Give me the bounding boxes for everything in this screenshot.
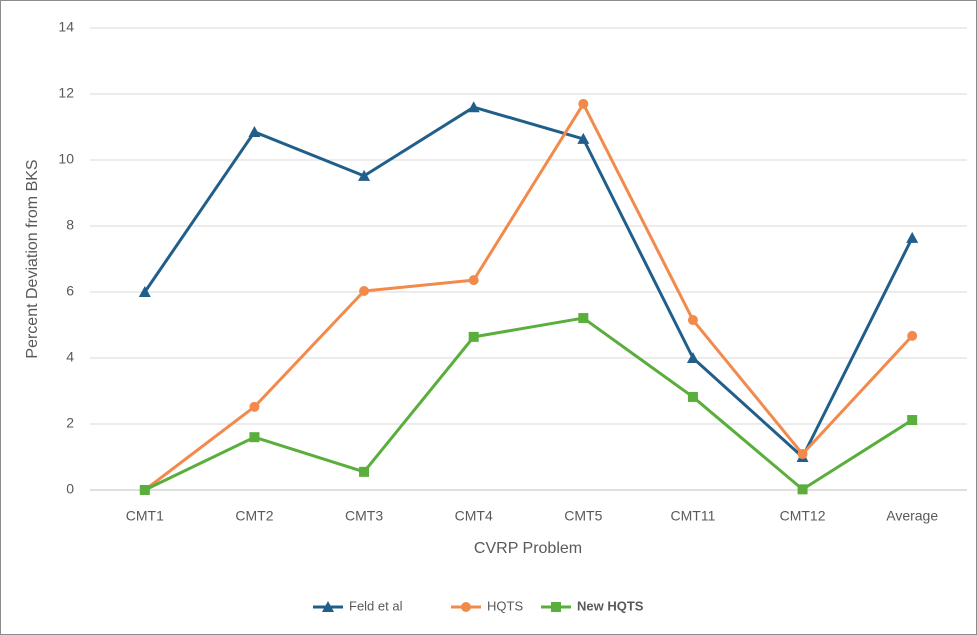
marker	[906, 231, 919, 243]
marker	[359, 286, 370, 297]
marker	[359, 466, 370, 477]
series-line	[143, 102, 914, 492]
x-tick-label: CMT11	[671, 508, 716, 524]
y-tick-label: 14	[58, 19, 74, 35]
y-tick-label: 4	[66, 349, 74, 365]
marker	[687, 315, 698, 326]
legend-label: New HQTS	[577, 598, 644, 613]
marker	[467, 101, 480, 113]
marker	[249, 401, 260, 412]
marker	[797, 484, 808, 495]
x-tick-label: CMT5	[564, 508, 602, 524]
y-tick-label: 10	[58, 151, 74, 167]
marker	[907, 415, 918, 426]
marker	[249, 432, 260, 443]
legend-marker	[322, 601, 334, 612]
y-axis-title: Percent Deviation from BKS	[24, 159, 41, 358]
marker	[687, 391, 698, 402]
x-tick-label: CMT1	[126, 508, 164, 524]
x-tick-label: CMT3	[345, 508, 383, 524]
y-tick-label: 6	[66, 283, 74, 299]
legend-marker	[461, 602, 471, 612]
y-tick-label: 0	[66, 481, 74, 497]
legend-marker	[551, 602, 561, 612]
marker	[797, 449, 808, 460]
marker	[358, 169, 371, 181]
x-tick-label: CMT2	[235, 508, 273, 524]
marker	[468, 331, 479, 342]
marker	[686, 352, 699, 363]
marker	[468, 275, 479, 286]
series-line	[144, 316, 913, 492]
marker	[578, 313, 589, 324]
marker	[139, 485, 150, 495]
marker	[577, 132, 590, 144]
y-tick-label: 2	[66, 415, 74, 431]
marker	[578, 98, 589, 109]
x-tick-label: CMT12	[780, 508, 826, 524]
marker	[907, 330, 918, 341]
x-tick-label: Average	[886, 508, 938, 524]
series-line	[143, 105, 914, 459]
legend-label: Feld et al	[349, 598, 403, 613]
x-axis-title: CVRP Problem	[474, 540, 582, 557]
y-tick-label: 8	[66, 217, 74, 233]
x-tick-label: CMT4	[455, 508, 493, 524]
marker	[138, 286, 151, 297]
marker	[248, 125, 261, 137]
y-tick-label: 12	[58, 85, 74, 101]
legend-label: HQTS	[487, 598, 523, 613]
